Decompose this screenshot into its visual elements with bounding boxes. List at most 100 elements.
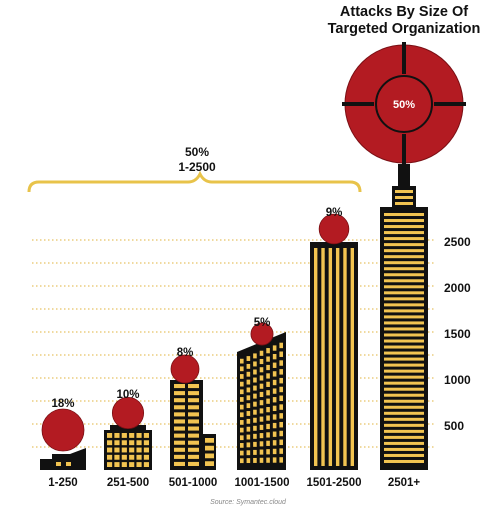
building-window <box>279 404 283 410</box>
building-window <box>266 348 270 354</box>
building-window <box>384 339 424 343</box>
chart-title-line-1: Attacks By Size Of <box>340 4 468 20</box>
building-window <box>121 462 127 467</box>
building-window <box>240 443 244 448</box>
building-window <box>246 403 251 409</box>
source-note: Source: Symantec.cloud <box>210 499 287 506</box>
building-window <box>259 375 264 381</box>
y-tick-2500: 2500 <box>444 235 471 249</box>
building-window <box>136 454 142 460</box>
building-window <box>253 457 257 463</box>
bracket-1-2500 <box>27 170 362 193</box>
building-window <box>174 433 185 438</box>
building-window <box>253 441 257 447</box>
building-window <box>174 447 185 452</box>
building-window <box>384 399 424 403</box>
building-window <box>321 248 325 466</box>
building-window <box>272 371 277 377</box>
building-window <box>188 440 199 445</box>
building-window <box>129 462 135 467</box>
building-window <box>240 397 244 402</box>
building-window <box>259 424 264 430</box>
building-window <box>272 440 277 446</box>
building-window <box>143 433 149 438</box>
building-window <box>259 400 264 406</box>
building-window <box>253 401 257 407</box>
building-window <box>384 345 424 349</box>
building-window <box>253 425 257 431</box>
building-window <box>384 231 424 235</box>
building-window <box>240 366 244 372</box>
y-tick-500: 500 <box>444 419 464 433</box>
building-window <box>335 248 340 466</box>
building-window <box>107 447 113 453</box>
building-window <box>114 440 120 446</box>
building-window <box>279 430 283 437</box>
building-window <box>129 433 135 438</box>
building-window <box>384 279 424 283</box>
building-window <box>246 442 251 448</box>
building-window <box>188 412 199 417</box>
building-window <box>188 433 199 438</box>
building-window <box>121 440 127 446</box>
percent-circle-1001-1500 <box>250 322 274 346</box>
category-label-501-1000: 501-1000 <box>169 477 218 489</box>
building-window <box>259 449 264 455</box>
building-window <box>259 367 264 373</box>
building-window <box>129 454 135 460</box>
building-window <box>253 385 257 391</box>
building-window <box>253 433 257 439</box>
building-window <box>266 390 270 396</box>
building-window <box>272 457 277 463</box>
building-window <box>384 213 424 217</box>
building-window <box>246 426 251 432</box>
building-window <box>384 411 424 415</box>
building-window <box>56 462 61 466</box>
building-window <box>259 457 264 463</box>
building-window <box>129 447 135 453</box>
y-tick-1000: 1000 <box>444 373 471 387</box>
building-window <box>240 358 244 364</box>
building-window <box>136 462 142 467</box>
building-window <box>279 369 283 375</box>
building-window <box>384 435 424 439</box>
category-label-1501-2500: 1501-2500 <box>307 477 362 489</box>
building-window <box>266 398 270 404</box>
building-window <box>253 353 257 359</box>
building-window <box>246 411 251 416</box>
building-window <box>279 448 283 454</box>
building-window <box>107 462 113 467</box>
percent-circle-1501-2500 <box>318 213 350 245</box>
pct-label-2501-plus: 50% <box>393 99 415 111</box>
building-window <box>246 434 251 440</box>
building-window <box>188 384 199 389</box>
building-window <box>266 449 270 455</box>
building-window <box>174 461 185 466</box>
building-window <box>384 453 424 457</box>
building-window <box>188 391 199 396</box>
building-window <box>266 423 270 430</box>
building-window <box>188 405 199 410</box>
building-window <box>279 439 283 446</box>
building-window <box>272 431 277 437</box>
building-window <box>253 393 257 399</box>
building-window <box>266 381 270 387</box>
target-icon <box>342 42 466 166</box>
building-window <box>266 415 270 421</box>
building-window <box>174 398 185 403</box>
building-window <box>259 408 264 414</box>
building-window <box>384 249 424 253</box>
building-window <box>246 458 251 464</box>
building-window <box>253 409 257 415</box>
building-window <box>174 412 185 417</box>
building-window <box>205 445 214 451</box>
gridlines <box>32 239 436 448</box>
building-window <box>395 196 413 199</box>
building-window <box>279 377 283 384</box>
building-window <box>384 351 424 355</box>
building-window <box>279 342 283 349</box>
building-window <box>384 273 424 277</box>
bracket-range: 1-2500 <box>178 160 216 174</box>
building-window <box>384 321 424 325</box>
building-window <box>384 309 424 313</box>
